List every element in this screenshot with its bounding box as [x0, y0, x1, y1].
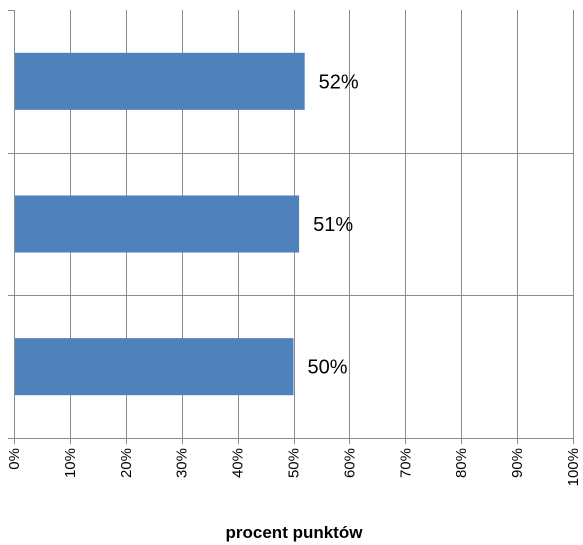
bar-1	[14, 52, 305, 110]
bar-2	[14, 195, 300, 253]
data-label-1: 52%	[319, 71, 359, 93]
x-tick-label-100: 100%	[565, 448, 582, 486]
x-tick-label-50: 50%	[286, 448, 303, 478]
data-label-3: 50%	[308, 357, 348, 379]
axes	[8, 10, 574, 444]
data-label-2: 51%	[313, 214, 353, 236]
bars	[14, 52, 305, 396]
x-tick-label-70: 70%	[397, 448, 414, 478]
x-tick-label-60: 60%	[341, 448, 358, 478]
x-tick-label-30: 30%	[174, 448, 191, 478]
x-axis-title: procent punktów	[226, 523, 364, 542]
x-tick-label-10: 10%	[62, 448, 79, 478]
data-labels: 52% 51% 50%	[308, 71, 359, 378]
x-tick-label-80: 80%	[453, 448, 470, 478]
x-tick-label-20: 20%	[118, 448, 135, 478]
bar-3	[14, 338, 294, 396]
x-tick-label-0: 0%	[6, 448, 23, 470]
x-tick-label-40: 40%	[230, 448, 247, 478]
x-tick-label-90: 90%	[509, 448, 526, 478]
x-tick-labels: 0% 10% 20% 30% 40% 50% 60% 70% 80% 90% 100%	[6, 448, 582, 486]
